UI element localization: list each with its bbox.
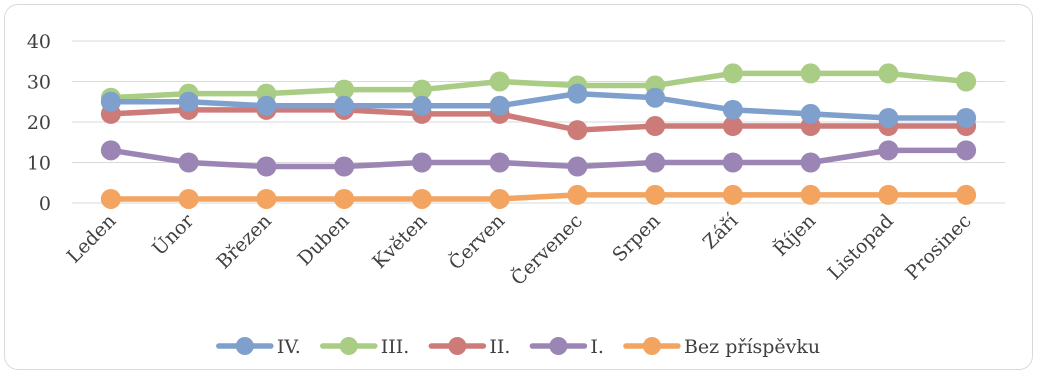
- legend-item: IV.: [216, 336, 301, 358]
- data-point: [100, 140, 121, 161]
- data-point: [256, 188, 277, 209]
- y-tick-label: 0: [39, 193, 51, 215]
- data-point: [567, 83, 588, 104]
- data-point: [878, 140, 899, 161]
- legend-label: IV.: [277, 336, 301, 358]
- data-point: [722, 116, 743, 137]
- legend-item: Bez příspěvku: [623, 336, 820, 358]
- series-1: [100, 83, 977, 128]
- data-point: [722, 99, 743, 120]
- chart-frame: [4, 4, 1033, 370]
- series-line: [108, 107, 969, 133]
- data-point: [567, 120, 588, 141]
- data-point: [489, 152, 510, 173]
- data-point: [256, 95, 277, 116]
- data-point: [567, 184, 588, 205]
- legend-marker: [448, 337, 467, 355]
- series-line: [108, 192, 969, 202]
- data-point: [645, 152, 666, 173]
- series-5: [100, 184, 977, 209]
- series-lines: [100, 63, 977, 209]
- x-axis-ticks: Leden Únor Březen Duben Květen ČervenČervenec…: [63, 209, 976, 290]
- data-point: [178, 188, 199, 209]
- series-line: [108, 90, 969, 121]
- data-point: [411, 95, 432, 116]
- data-point: [411, 152, 432, 173]
- x-tick-label: Září: [699, 209, 743, 253]
- legend: IV. III. II. I. Bez příspěvku: [216, 336, 820, 358]
- legend-item: III.: [320, 336, 410, 358]
- data-point: [489, 95, 510, 116]
- data-point: [878, 63, 899, 84]
- data-point: [722, 184, 743, 205]
- data-point: [722, 152, 743, 173]
- data-point: [800, 184, 821, 205]
- y-tick-label: 20: [27, 112, 51, 134]
- x-tick-label: Leden: [63, 210, 121, 268]
- data-point: [411, 188, 432, 209]
- data-point: [800, 63, 821, 84]
- data-point: [645, 184, 666, 205]
- y-tick-label: 10: [27, 153, 51, 175]
- data-point: [956, 107, 977, 128]
- data-point: [800, 103, 821, 124]
- data-point: [334, 188, 355, 209]
- series-2: [100, 63, 977, 108]
- legend-marker: [549, 337, 568, 355]
- y-tick-label: 30: [27, 72, 51, 94]
- data-point: [100, 91, 121, 112]
- data-point: [800, 152, 821, 173]
- data-point: [100, 188, 121, 209]
- series-4: [100, 140, 977, 177]
- data-point: [645, 116, 666, 137]
- data-point: [178, 91, 199, 112]
- data-point: [645, 87, 666, 108]
- data-point: [878, 107, 899, 128]
- data-point: [334, 79, 355, 100]
- y-tick-label: 40: [27, 31, 51, 53]
- data-point: [489, 71, 510, 92]
- legend-marker: [642, 337, 661, 355]
- legend-marker: [339, 337, 358, 355]
- x-tick-label: Červen: [444, 209, 509, 274]
- x-tick-label: Prosinec: [901, 210, 975, 284]
- series-line: [108, 147, 969, 170]
- data-point: [489, 188, 510, 209]
- data-point: [178, 152, 199, 173]
- data-point: [334, 156, 355, 177]
- legend-item: II.: [428, 336, 510, 358]
- data-point: [956, 140, 977, 161]
- data-point: [956, 71, 977, 92]
- x-tick-label: Listopad: [824, 210, 898, 284]
- x-tick-label: Srpen: [608, 210, 664, 266]
- legend-label: Bez příspěvku: [684, 336, 820, 358]
- legend-item: I.: [529, 336, 604, 358]
- data-point: [334, 95, 355, 116]
- series-line: [108, 70, 969, 101]
- legend-label: II.: [489, 336, 510, 358]
- data-point: [411, 79, 432, 100]
- data-point: [256, 156, 277, 177]
- x-tick-label: Květen: [368, 210, 431, 273]
- x-tick-label: Březen: [212, 210, 275, 273]
- x-tick-label: Duben: [293, 210, 353, 270]
- x-tick-label: Říjen: [769, 209, 820, 260]
- x-tick-label: Červenec: [506, 209, 587, 290]
- legend-label: III.: [381, 336, 410, 358]
- legend-marker: [235, 337, 254, 355]
- data-point: [878, 184, 899, 205]
- data-point: [567, 156, 588, 177]
- data-point: [722, 63, 743, 84]
- x-tick-label: Únor: [147, 209, 198, 260]
- y-axis-ticks: 0 10 20 30 40: [27, 31, 51, 215]
- legend-label: I.: [590, 336, 604, 358]
- data-point: [956, 184, 977, 205]
